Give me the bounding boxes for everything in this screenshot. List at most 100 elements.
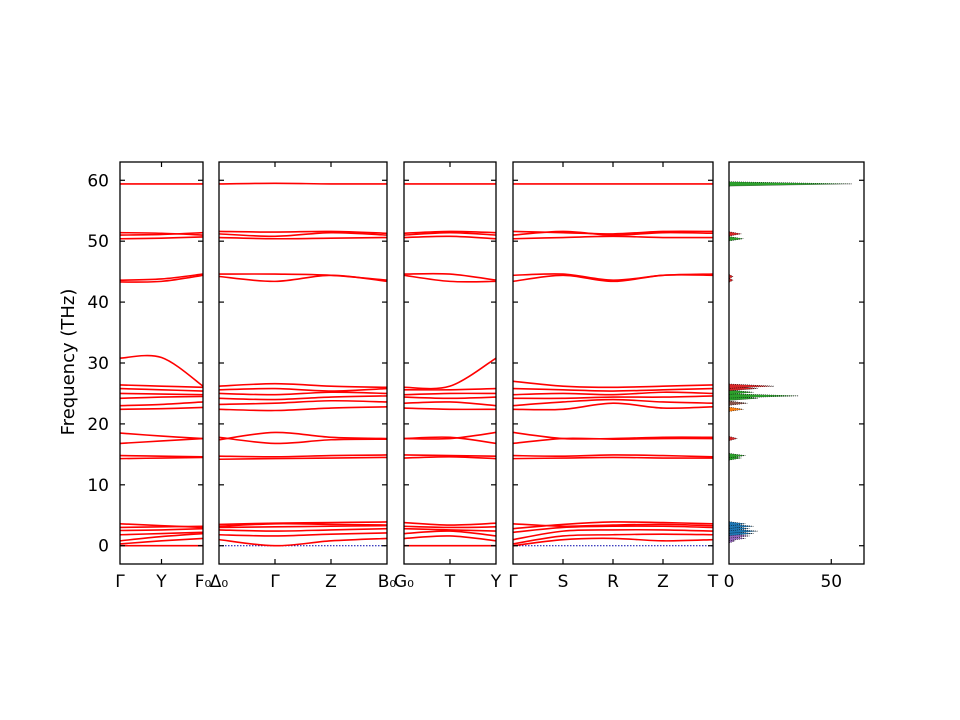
band-line — [512, 398, 714, 407]
panel-frame — [119, 161, 204, 565]
band-line — [403, 396, 497, 400]
dos-peak — [728, 453, 746, 459]
band-line — [218, 231, 388, 238]
band-line — [218, 182, 388, 185]
band-line — [119, 231, 204, 236]
band-line — [218, 406, 388, 412]
band-line — [403, 431, 497, 440]
panel-frame — [218, 161, 388, 565]
band-line — [403, 525, 497, 529]
dos-peak — [728, 521, 746, 527]
band-line — [403, 407, 497, 411]
band-line — [218, 456, 388, 461]
x-tick-label: Δ₀ — [210, 572, 229, 592]
x-tick-label: Z — [325, 572, 337, 592]
band-line — [512, 533, 714, 545]
band-panel-p1: Γ Y F₀ — [115, 161, 212, 592]
band-line — [403, 387, 497, 391]
x-tick-label: Γ — [508, 572, 518, 592]
band-line — [512, 380, 714, 389]
band-line — [403, 231, 497, 236]
band-line — [119, 395, 204, 400]
band-line — [403, 357, 497, 390]
band-line — [218, 236, 388, 240]
band-line — [218, 527, 388, 532]
band-line — [119, 437, 204, 445]
y-tick-label: 20 — [87, 415, 109, 435]
dos-peak — [728, 181, 852, 187]
band-line — [512, 454, 714, 458]
band-line — [512, 456, 714, 460]
band-line — [119, 523, 204, 529]
y-tick-label: 40 — [87, 293, 109, 313]
y-tick-label: 60 — [87, 171, 109, 191]
band-line — [119, 236, 204, 240]
dos-peak — [728, 406, 744, 412]
band-line — [119, 527, 204, 532]
band-line — [218, 431, 388, 441]
y-tick-label: 50 — [87, 232, 109, 252]
band-line — [512, 523, 714, 528]
band-line — [119, 384, 204, 389]
dos-peak — [728, 277, 734, 283]
band-line — [512, 235, 714, 240]
band-line — [119, 537, 204, 545]
x-tick-label: G₀ — [394, 572, 414, 592]
y-tick-label: 30 — [87, 354, 109, 374]
panel-frame — [512, 161, 714, 565]
band-line — [218, 537, 388, 547]
band-line — [403, 527, 497, 532]
band-line — [512, 537, 714, 547]
band-line — [218, 454, 388, 458]
band-line — [119, 401, 204, 407]
band-line — [512, 273, 714, 281]
x-tick-label: F₀ — [195, 572, 212, 592]
x-tick-label: T — [707, 572, 719, 592]
dos-peak — [728, 231, 742, 237]
band-line — [119, 392, 204, 396]
band-line — [512, 402, 714, 411]
dos-x-tick-label: 50 — [820, 572, 842, 592]
band-line — [403, 272, 497, 281]
band-line — [218, 395, 388, 401]
dos-peak — [728, 400, 748, 406]
band-panel-p3: G₀ T Y — [394, 161, 502, 592]
dos-peak — [728, 389, 754, 395]
band-line — [218, 391, 388, 396]
band-line — [512, 395, 714, 400]
x-tick-label: Z — [657, 572, 669, 592]
x-tick-label: B₀ — [378, 572, 397, 592]
x-tick-label: T — [444, 572, 456, 592]
band-line — [119, 231, 204, 236]
band-line — [512, 528, 714, 541]
band-line — [218, 387, 388, 392]
band-line — [403, 521, 497, 526]
x-tick-label: Γ — [115, 572, 125, 592]
band-line — [403, 535, 497, 542]
y-tick-label: 0 — [98, 537, 109, 557]
band-line — [119, 432, 204, 440]
x-tick-label: S — [558, 572, 569, 592]
band-line — [218, 382, 388, 389]
band-line — [218, 524, 388, 529]
band-line — [218, 532, 388, 537]
x-tick-label: Γ — [270, 572, 280, 592]
band-line — [218, 521, 388, 526]
band-line — [218, 273, 388, 281]
x-tick-label: Y — [155, 572, 167, 592]
panel-frame — [403, 161, 497, 565]
band-line — [512, 230, 714, 235]
band-line — [119, 454, 204, 458]
dos-frame — [728, 161, 865, 565]
dos-x-tick-label: 0 — [724, 572, 735, 592]
band-line — [512, 431, 714, 440]
band-line — [403, 392, 497, 396]
band-panel-p2: Δ₀ Γ Z B₀ — [210, 161, 397, 592]
band-line — [403, 455, 497, 460]
band-line — [119, 532, 204, 542]
band-line — [403, 454, 497, 457]
band-line — [119, 274, 204, 283]
band-line — [403, 401, 497, 407]
